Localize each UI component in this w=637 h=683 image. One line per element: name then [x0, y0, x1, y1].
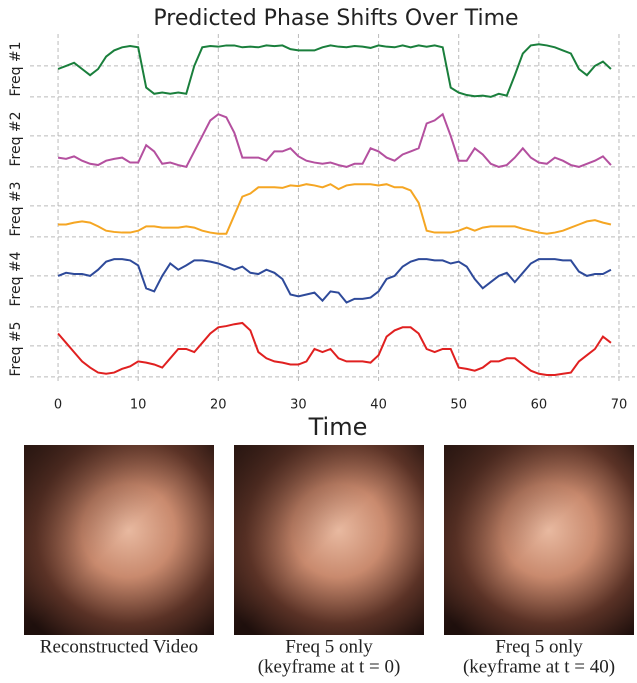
caption: Freq 5 only: [285, 636, 373, 657]
x-tick-label: 50: [450, 398, 467, 413]
x-tick-label: 0: [54, 398, 62, 413]
caption: Reconstructed Video: [40, 636, 198, 657]
photo-hair: [444, 445, 634, 635]
photo-hair: [234, 445, 424, 635]
x-axis-label: Time: [308, 413, 368, 441]
y-axis-label: Freq #1: [8, 41, 24, 96]
y-axis-label: Freq #5: [8, 321, 24, 376]
x-tick-label: 20: [210, 398, 227, 413]
y-axis-label: Freq #2: [8, 111, 24, 166]
x-tick-label: 10: [130, 398, 147, 413]
caption: (keyframe at t = 40): [463, 656, 615, 677]
series-line: [57, 258, 612, 304]
x-tick-label: 70: [611, 398, 628, 413]
x-tick-label: 30: [290, 398, 307, 413]
photos: [24, 445, 634, 635]
y-axis-label: Freq #3: [8, 181, 24, 236]
photo-hair: [24, 445, 214, 635]
caption: (keyframe at t = 0): [258, 656, 401, 677]
chart-title: Predicted Phase Shifts Over Time: [153, 6, 518, 31]
series-line: [57, 43, 612, 98]
y-axis-label: Freq #4: [8, 251, 24, 306]
series-line: [58, 183, 612, 235]
series-line: [57, 321, 612, 377]
series-line: [57, 112, 612, 169]
x-tick-label: 40: [370, 398, 387, 413]
caption: Freq 5 only: [495, 636, 583, 657]
x-tick-label: 60: [531, 398, 548, 413]
